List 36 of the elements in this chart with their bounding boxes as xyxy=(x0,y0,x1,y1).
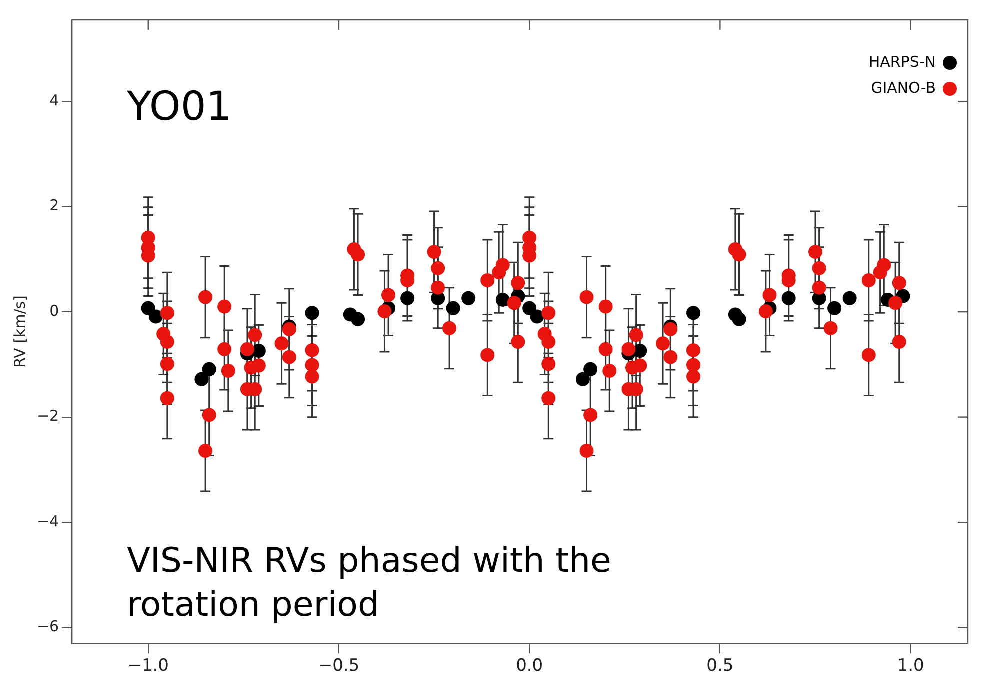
point xyxy=(576,372,590,386)
point xyxy=(842,291,857,306)
point xyxy=(462,291,476,306)
y-tick-label: 4 xyxy=(50,91,60,110)
y-tick-label: −4 xyxy=(36,512,60,530)
legend-label: GIANO-B xyxy=(871,78,936,97)
x-tick-label: 1.0 xyxy=(897,656,924,676)
point xyxy=(496,292,510,307)
y-tick-label: −2 xyxy=(36,407,60,426)
x-tick-label: 0.5 xyxy=(706,656,734,676)
point xyxy=(148,310,163,324)
point xyxy=(732,312,746,326)
y-tick-label: 2 xyxy=(50,196,60,215)
point xyxy=(305,306,320,320)
point xyxy=(686,306,701,320)
point xyxy=(351,312,366,326)
point xyxy=(782,291,796,306)
point xyxy=(446,301,460,316)
annotation: YO01 xyxy=(126,84,232,130)
x-tick-label: 0.0 xyxy=(516,656,544,676)
legend-label: HARPS-N xyxy=(868,52,936,71)
point xyxy=(530,310,544,324)
y-axis-title: RV [km/s] xyxy=(10,296,29,368)
point xyxy=(194,372,209,386)
x-tick-label: −0.5 xyxy=(318,656,360,676)
point xyxy=(828,301,842,316)
point xyxy=(522,301,537,316)
x-tick-label: −1.0 xyxy=(128,656,169,676)
point xyxy=(633,344,648,358)
point xyxy=(400,291,415,306)
annotation: VIS-NIR RVs phased with the rotation period xyxy=(127,541,612,625)
point xyxy=(202,362,216,376)
point xyxy=(252,344,266,358)
y-tick-label: 0 xyxy=(50,302,60,320)
point xyxy=(584,362,598,376)
y-tick-label: −6 xyxy=(36,618,60,636)
